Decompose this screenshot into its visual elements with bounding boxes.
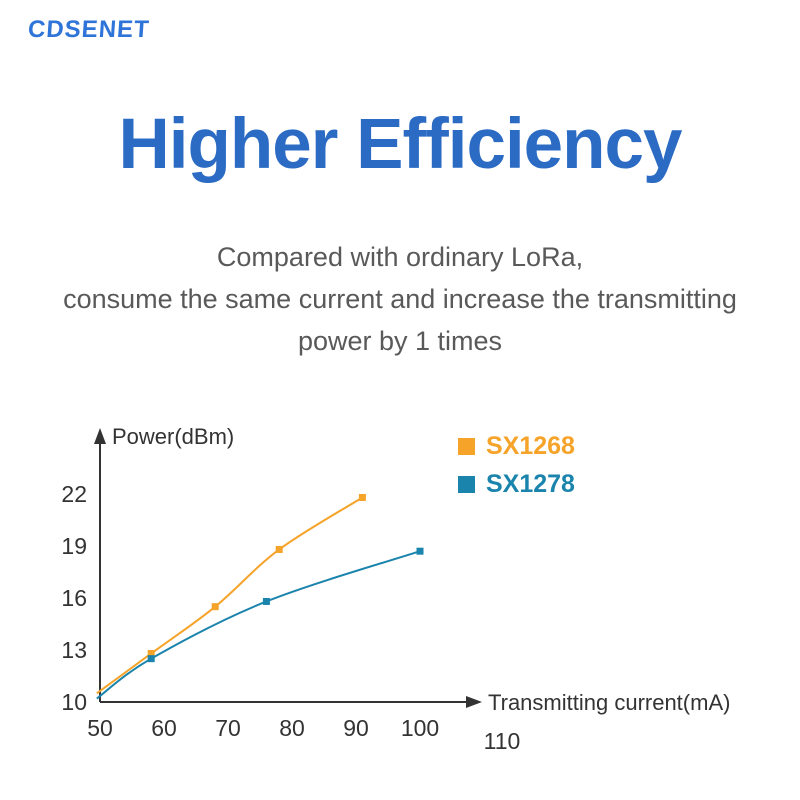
legend-item-sx1268: SX1268: [458, 432, 575, 461]
svg-text:Power(dBm): Power(dBm): [112, 424, 234, 449]
subtitle-line-1: Compared with ordinary LoRa,: [216, 242, 584, 272]
svg-text:60: 60: [151, 715, 177, 741]
subtitle: Compared with ordinary LoRa, consume the…: [0, 236, 800, 362]
legend-swatch-sx1268: [458, 438, 475, 455]
svg-text:50: 50: [87, 715, 113, 741]
svg-text:100: 100: [401, 715, 439, 741]
svg-text:70: 70: [215, 715, 241, 741]
svg-text:13: 13: [61, 637, 87, 663]
svg-text:22: 22: [61, 481, 87, 507]
subtitle-line-3: power by 1 times: [297, 326, 503, 356]
svg-text:Transmitting current(mA): Transmitting current(mA): [488, 690, 730, 715]
page-title: Higher Efficiency: [118, 105, 683, 184]
chart-legend: SX1268 SX1278: [458, 432, 575, 499]
legend-label-sx1278: SX1278: [486, 470, 575, 498]
chart: 22 19 16 13 10 50 60 70 80 90 100 110 Power(dBm) Tran…: [30, 412, 790, 782]
svg-text:90: 90: [343, 715, 369, 741]
legend-item-sx1278: SX1278: [458, 470, 575, 499]
svg-text:19: 19: [61, 533, 87, 559]
legend-label-sx1268: SX1268: [486, 432, 575, 460]
svg-text:16: 16: [61, 585, 87, 611]
subtitle-line-2: consume the same current and increase th…: [63, 284, 737, 314]
svg-text:80: 80: [279, 715, 305, 741]
brand-logo: CDSENET: [27, 16, 151, 43]
legend-swatch-sx1278: [458, 476, 475, 493]
svg-text:110: 110: [484, 728, 521, 754]
svg-text:10: 10: [61, 689, 87, 715]
